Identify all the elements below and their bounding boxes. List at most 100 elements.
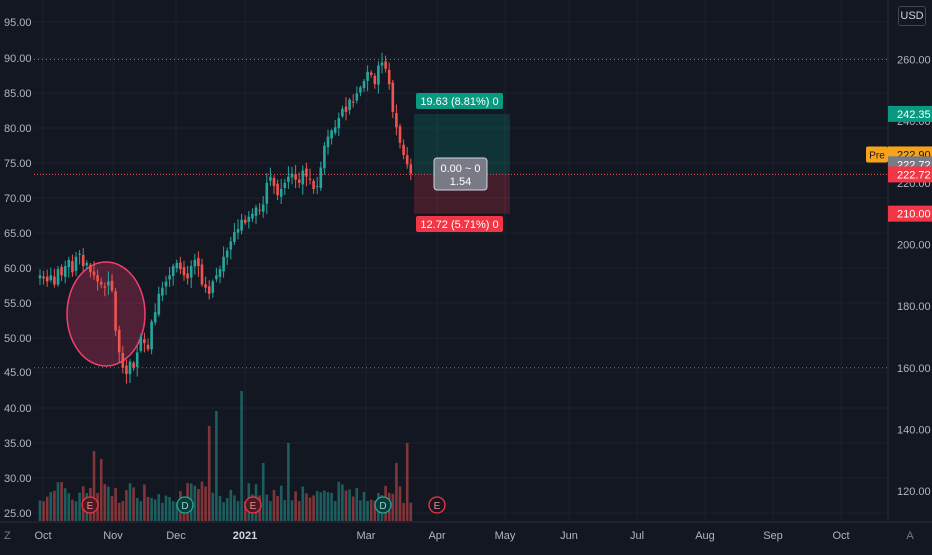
event-marker[interactable] xyxy=(244,496,262,514)
volume-bar xyxy=(366,501,369,521)
candle xyxy=(359,87,362,93)
volume-bar xyxy=(78,492,81,521)
volume-bar xyxy=(71,499,74,521)
candle xyxy=(351,101,355,103)
right-axis-tick: 200.00 xyxy=(897,239,931,251)
candle xyxy=(110,280,114,291)
left-axis-tick: 35.00 xyxy=(4,438,32,450)
volume-bar xyxy=(326,492,330,521)
volume-bar xyxy=(125,490,128,521)
candle xyxy=(348,99,351,110)
volume-bar xyxy=(168,497,171,521)
candle xyxy=(398,126,402,143)
volume-bar xyxy=(132,487,135,521)
candle xyxy=(143,339,146,344)
volume-bar xyxy=(305,493,308,521)
candle xyxy=(330,130,333,139)
volume-bar xyxy=(265,494,269,521)
candle xyxy=(193,259,197,267)
currency-button[interactable]: USD xyxy=(898,6,926,26)
candle xyxy=(269,176,272,181)
candle xyxy=(225,250,229,258)
volume-bar xyxy=(153,499,157,521)
event-marker[interactable] xyxy=(176,496,194,514)
volume-bar xyxy=(233,495,236,521)
event-marker[interactable] xyxy=(81,496,99,514)
candle xyxy=(85,262,89,266)
candle xyxy=(341,108,344,117)
volume-bar xyxy=(243,501,247,521)
candle xyxy=(153,312,157,323)
volume-bar xyxy=(139,501,143,521)
candle xyxy=(96,275,99,282)
right-price-axis[interactable]: 260.00240.00220.00200.00180.00160.00140.… xyxy=(887,0,931,522)
left-axis-tick: 85.00 xyxy=(4,88,32,100)
candle xyxy=(294,174,297,180)
volume-bar xyxy=(161,502,164,521)
candle xyxy=(107,281,110,286)
candle xyxy=(362,81,366,89)
event-marker-letter: D xyxy=(181,501,188,512)
left-axis: 95.00 90.00 85.00 80.00 75.00 70.00 65.00 60.00… xyxy=(4,17,32,520)
candle xyxy=(92,271,96,276)
position-labels: 19.63 (8.81%) 0 12.72 (5.71%) 0 0.00 ~ 01.… xyxy=(416,93,503,232)
entry-label-top: 0.00 ~ 0 xyxy=(440,163,480,175)
candle xyxy=(164,281,168,287)
candle xyxy=(308,178,312,180)
candle xyxy=(337,118,341,129)
volume-bar xyxy=(215,411,218,521)
right-axis-tick: 180.00 xyxy=(897,301,931,313)
candle xyxy=(99,281,103,285)
time-axis[interactable]: Oct Nov Dec 2021 Mar Apr May Jun Jul Aug Sep Oct Z A xyxy=(0,521,932,542)
candle xyxy=(45,276,49,282)
candle xyxy=(121,353,125,368)
volume-bar xyxy=(110,495,114,521)
candle xyxy=(125,365,128,374)
candle xyxy=(197,257,200,267)
volume-bar xyxy=(56,482,60,521)
volume-bar xyxy=(348,489,351,521)
candle xyxy=(74,256,78,271)
candle xyxy=(114,291,117,331)
candle xyxy=(81,254,85,267)
candle xyxy=(56,269,60,285)
right-axis-tick: 140.00 xyxy=(897,424,931,436)
candle xyxy=(218,269,222,277)
candle xyxy=(247,216,251,222)
event-marker[interactable] xyxy=(374,496,392,514)
candle xyxy=(146,344,150,350)
candle xyxy=(168,275,171,280)
candle xyxy=(67,259,71,268)
volume-bar xyxy=(283,500,287,521)
corner-left[interactable]: Z xyxy=(4,530,11,542)
event-marker[interactable] xyxy=(428,496,446,514)
candle xyxy=(215,275,218,280)
candle xyxy=(71,261,74,273)
volume-bar xyxy=(269,501,272,521)
volume-bar xyxy=(290,500,294,521)
candle xyxy=(236,229,240,233)
target-price-label-bg xyxy=(888,105,932,122)
volume-bar xyxy=(211,492,215,521)
volume-bar xyxy=(218,496,222,521)
candle xyxy=(355,93,359,101)
candle xyxy=(103,286,107,288)
volume-bar xyxy=(359,500,362,521)
volume-bar xyxy=(279,485,283,521)
volume-bar xyxy=(405,443,409,521)
volume-bar xyxy=(150,497,153,521)
stop-price-label-bg xyxy=(888,205,932,222)
candle xyxy=(132,362,135,368)
candle xyxy=(240,219,243,231)
candle xyxy=(369,72,373,75)
volume-bar xyxy=(121,501,125,521)
volume-bar xyxy=(398,486,402,521)
grid xyxy=(34,0,887,522)
corner-right[interactable]: A xyxy=(906,530,914,542)
candle xyxy=(186,273,189,279)
profit-label: 19.63 (8.81%) 0 xyxy=(420,96,498,108)
candle xyxy=(276,183,279,196)
